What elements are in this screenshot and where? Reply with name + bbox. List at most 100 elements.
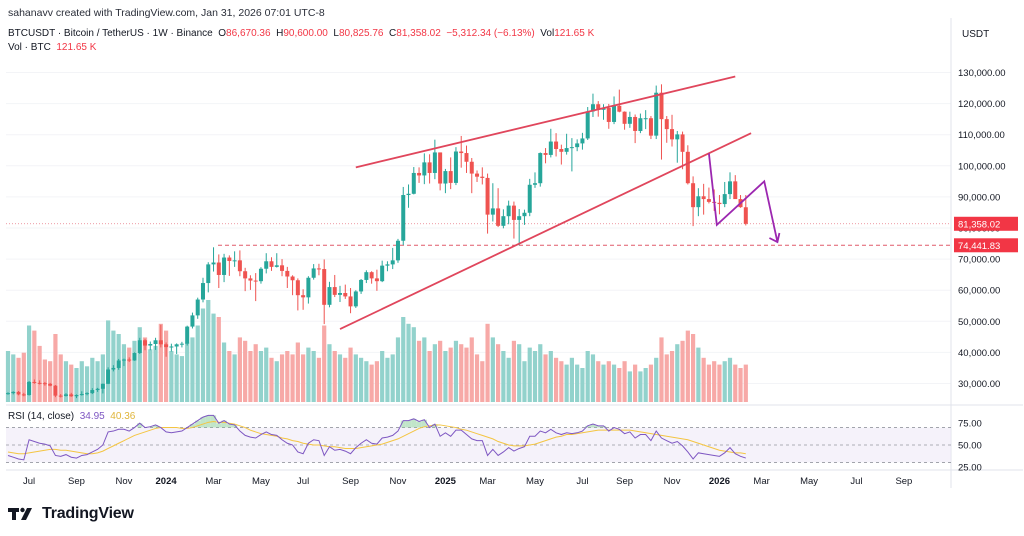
volume-bar [585, 351, 590, 402]
candle-body [216, 262, 221, 275]
candle-body [559, 149, 564, 152]
candle-body [143, 340, 148, 346]
candle-body [121, 359, 126, 361]
volume-bar [185, 342, 190, 402]
volume-bar [74, 368, 79, 402]
candle-body [691, 183, 696, 208]
tradingview-footer[interactable]: TradingView [8, 504, 134, 524]
candle-body [111, 367, 116, 370]
candle-body [501, 216, 506, 226]
volume-bar [395, 337, 401, 402]
time-tick-label: Nov [390, 476, 407, 487]
price-tick-label: 60,000.00 [958, 286, 1000, 297]
volume-bar [527, 347, 532, 402]
price-tick-label: 120,000.00 [958, 99, 1006, 110]
time-tick-label: Mar [753, 476, 769, 487]
volume-bar [501, 351, 506, 402]
time-tick-label: Mar [205, 476, 221, 487]
volume-legend[interactable]: Vol · BTC 121.65 K [8, 42, 96, 53]
price-tick-label: 30,000.00 [958, 379, 1000, 390]
time-tick-label: Jul [850, 476, 862, 487]
rsi-legend-label: RSI (14, close) [8, 411, 75, 422]
candle-body [280, 265, 285, 271]
candle-body [153, 340, 158, 345]
candle-body [200, 283, 205, 300]
open-value: 86,670.36 [226, 28, 271, 39]
volume-bar [569, 357, 574, 402]
volume-legend-label: Vol · BTC [8, 42, 51, 53]
volume-bar [596, 361, 601, 402]
volume-bar [511, 340, 517, 402]
rsi-overbought-fill [137, 415, 607, 428]
volume-bar [580, 368, 585, 402]
volume-bar [84, 366, 90, 402]
volume-bar [543, 354, 548, 402]
candle-body [327, 287, 332, 305]
volume-bar [21, 352, 26, 402]
candle-body [485, 177, 490, 215]
volume-bar [496, 344, 501, 402]
volume-bar [469, 337, 474, 402]
volume-bar [548, 351, 553, 402]
volume-bar [279, 354, 285, 402]
projection-path [708, 153, 779, 243]
candle-body [648, 118, 653, 136]
volume-bar [411, 327, 416, 402]
volume-bar [733, 364, 738, 402]
volume-bar [295, 342, 300, 402]
last-price-badge [954, 216, 1018, 231]
candle-body [459, 151, 464, 154]
candle-body [311, 268, 316, 278]
price-tick-label: 70,000.00 [958, 255, 1000, 266]
rsi-ma-legend-value: 40.36 [110, 411, 136, 422]
candle-body [522, 212, 527, 217]
candle-body [511, 205, 516, 220]
candle-body [132, 353, 137, 361]
volume-bar [401, 317, 406, 402]
price-tick-label: 100,000.00 [958, 161, 1006, 172]
candle-body [580, 138, 585, 144]
candle-body [195, 299, 200, 316]
candle-body [517, 216, 522, 220]
candle-body [37, 382, 42, 384]
candle-body [148, 344, 153, 346]
close-label: C [389, 28, 397, 39]
symbol-legend[interactable]: BTCUSDT · Bitcoin / TetherUS · 1W · Bina… [8, 28, 594, 39]
volume-bar [206, 300, 211, 402]
volume-bar [680, 340, 685, 402]
candle-body [627, 116, 632, 124]
rsi-legend[interactable]: RSI (14, close) 34.95 40.36 [8, 411, 135, 422]
candle-body [548, 141, 553, 155]
volume-bar [522, 361, 527, 402]
volume-bar [58, 354, 63, 402]
candle-body [575, 143, 580, 148]
candle-body [432, 152, 437, 173]
candle-body [100, 383, 105, 389]
candle-body [185, 326, 190, 344]
candle-body [32, 381, 37, 383]
candle-body [69, 394, 74, 397]
volume-bar [221, 342, 227, 402]
open-label: O [218, 28, 227, 39]
candle-body [659, 92, 664, 120]
volume-bar [590, 354, 596, 402]
currency-label[interactable]: USDT [962, 29, 990, 40]
price-tick-label: 40,000.00 [958, 348, 1000, 359]
volume-bar [712, 361, 717, 402]
candle-body [701, 196, 706, 200]
volume-bar [121, 344, 127, 402]
vol-value: 121.65 K [554, 28, 595, 39]
volume-bar [380, 351, 385, 402]
volume-bar [132, 340, 137, 402]
volume-bar [385, 357, 390, 402]
candle-body [411, 172, 416, 194]
volume-bar [374, 361, 379, 402]
volume-bar [517, 344, 522, 402]
volume-bar [232, 354, 237, 402]
time-tick-label: 2024 [156, 476, 178, 487]
price-chart[interactable]: 130,000.00 120,000.00 110,000.00 100,000.00… [0, 0, 1024, 500]
volume-bar [316, 357, 322, 402]
volume-bar [706, 364, 712, 402]
volume-bar [611, 364, 617, 402]
volume-bar [443, 351, 448, 402]
